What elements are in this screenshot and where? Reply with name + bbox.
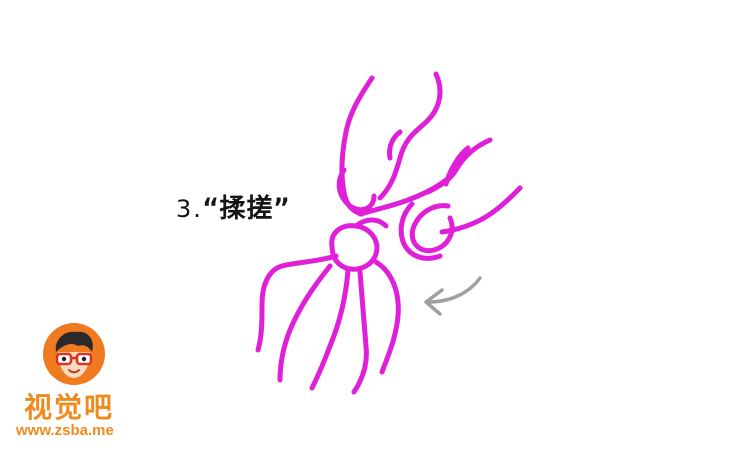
logo-name: 视觉吧 [24,391,115,424]
step-label: 3.“揉搓” [176,188,290,225]
step-title: “揉搓” [202,194,291,224]
step-number: 3. [176,195,203,223]
site-logo: 视觉吧 www.zsba.me [14,322,144,446]
curved-arrow-left-icon [424,276,482,316]
cartoon-face-with-glasses-icon [43,323,105,385]
logo-url: www.zsba.me [16,422,114,439]
